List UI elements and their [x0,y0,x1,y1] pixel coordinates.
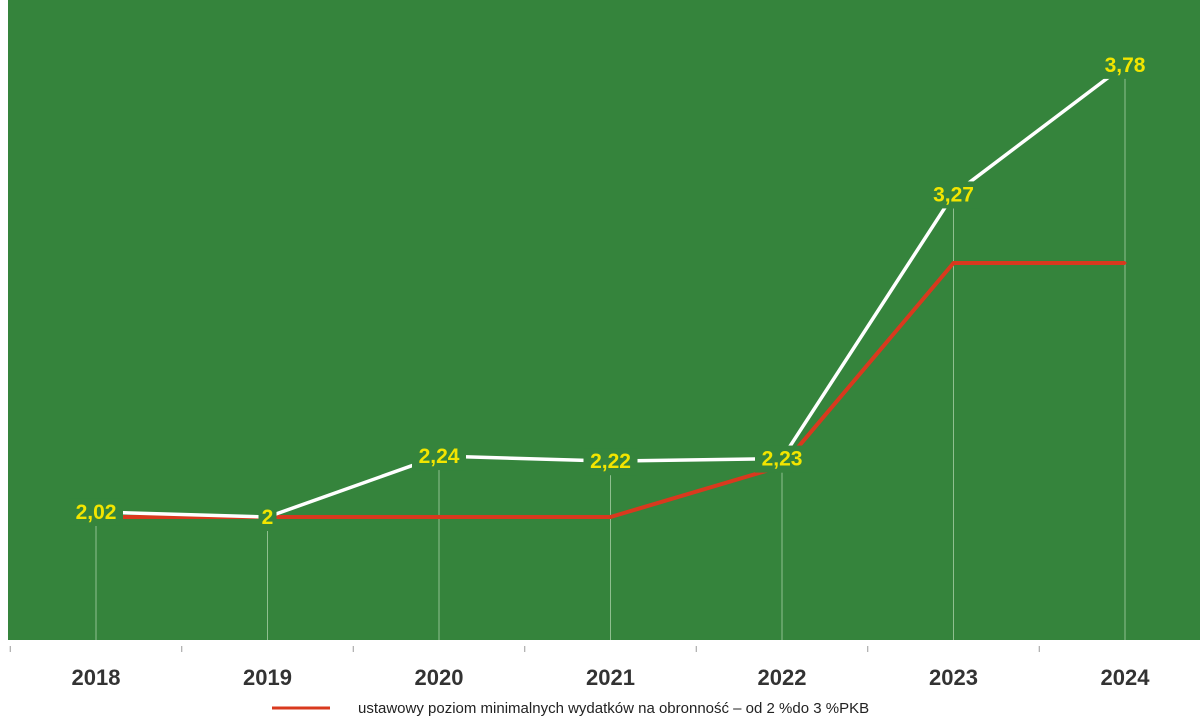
data-label-2021: 2,22 [590,450,631,473]
x-tick-label-2023: 2023 [929,665,978,690]
data-label-2018: 2,02 [76,501,117,524]
data-label-bg-2024 [1098,51,1152,79]
x-tick-label-2019: 2019 [243,665,292,690]
data-label-bg-2023 [926,181,981,209]
data-label-2020: 2,24 [419,445,460,468]
data-label-2023: 3,27 [933,183,974,206]
x-tick-label-2020: 2020 [415,665,464,690]
x-tick-label-2022: 2022 [758,665,807,690]
data-label-2019: 2 [262,506,274,529]
data-label-bg-2018 [69,498,123,526]
legend-label-statutory-minimum: ustawowy poziom minimalnych wydatków na … [358,700,869,717]
legend: ustawowy poziom minimalnych wydatków na … [272,700,869,717]
data-label-bg-2021 [583,448,638,476]
data-label-2022: 2,23 [762,448,803,471]
x-axis: 2018 2019 2020 2021 2022 2023 2024 [9,646,1151,690]
point-statutory-2024 [1123,261,1127,265]
x-tick-label-2021: 2021 [586,665,635,690]
point-statutory-2023 [952,261,955,265]
x-tick-label-2018: 2018 [72,665,121,690]
point-statutory-2020 [437,515,441,519]
data-label-bg-2022 [755,445,809,473]
x-tick-label-2024: 2024 [1101,665,1151,690]
data-label-bg-2020 [412,443,466,471]
plot-area [8,0,1200,640]
data-label-bg-2019 [258,504,277,531]
data-label-2024: 3,78 [1105,54,1146,77]
point-statutory-2021 [609,515,612,519]
